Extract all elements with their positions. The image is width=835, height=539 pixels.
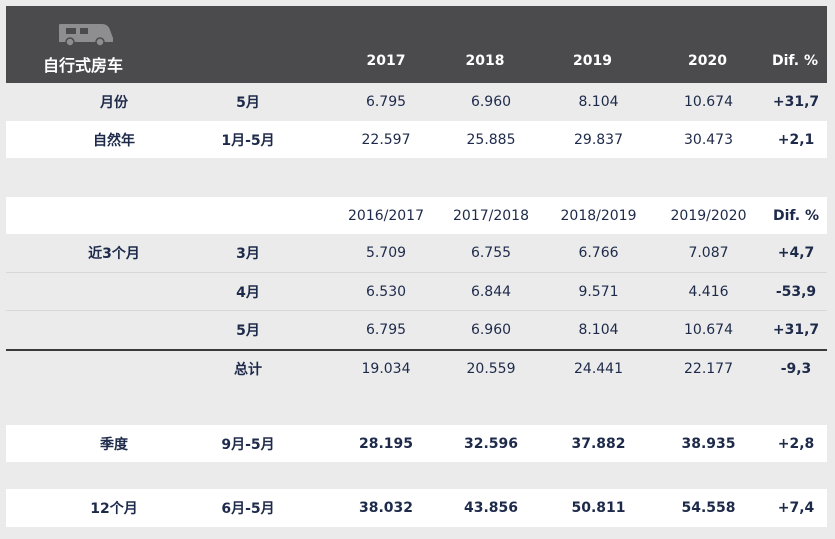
cell-value: 43.856 bbox=[463, 500, 519, 516]
column-header: 2017/2018 bbox=[453, 207, 529, 224]
total-row: 总计 19.034 20.559 24.441 22.177 -9,3 bbox=[6, 351, 827, 387]
cell-value: 10.674 bbox=[684, 94, 733, 110]
row-period: 5月 bbox=[236, 95, 260, 111]
cell-value: 8.104 bbox=[578, 94, 619, 110]
row-period: 4月 bbox=[236, 284, 260, 301]
cell-value: 38.032 bbox=[358, 500, 414, 516]
cell-dif: -9,3 bbox=[780, 361, 812, 377]
total-divider bbox=[6, 349, 827, 351]
row-label: 季度 bbox=[100, 436, 128, 453]
cell-value: 22.597 bbox=[361, 131, 411, 148]
cell-value: 24.441 bbox=[574, 361, 623, 377]
cell-value: 4.416 bbox=[688, 283, 729, 300]
column-header: 2019 bbox=[573, 53, 612, 69]
column-header: 2019/2020 bbox=[670, 207, 747, 224]
row-period: 6月-5月 bbox=[221, 501, 275, 517]
row-label: 近3个月 bbox=[88, 246, 140, 262]
cell-value: 5.709 bbox=[365, 245, 407, 261]
column-header: 2016/2017 bbox=[348, 207, 424, 224]
table-row: 近3个月 3月 5.709 6.755 6.766 7.087 +4,7 bbox=[6, 234, 827, 272]
column-header-dif: Dif. % bbox=[773, 207, 819, 224]
cell-value: 6.795 bbox=[365, 94, 407, 110]
cell-value: 6.530 bbox=[365, 283, 407, 300]
row-period: 9月-5月 bbox=[221, 436, 275, 453]
cell-dif: +2,8 bbox=[777, 435, 815, 452]
row-period: 总计 bbox=[234, 362, 262, 378]
cell-value: 6.960 bbox=[470, 94, 512, 110]
cell-value: 50.811 bbox=[571, 500, 626, 516]
cell-value: 7.087 bbox=[688, 245, 729, 261]
table-row: 5月 6.795 6.960 8.104 10.674 +31,7 bbox=[6, 311, 827, 349]
cell-dif: +2,1 bbox=[777, 131, 815, 148]
table-row: 自然年 1月-5月 22.597 25.885 29.837 30.473 +2… bbox=[6, 121, 827, 158]
cell-value: 19.034 bbox=[361, 361, 411, 377]
cell-value: 6.766 bbox=[578, 245, 619, 261]
table-row: 月份 5月 6.795 6.960 8.104 10.674 +31,7 bbox=[6, 83, 827, 121]
cell-value: 38.935 bbox=[681, 435, 736, 452]
cell-value: 6.755 bbox=[470, 245, 512, 261]
cell-value: 54.558 bbox=[681, 500, 736, 516]
row-separator bbox=[6, 310, 827, 311]
row-label: 自然年 bbox=[93, 132, 135, 149]
cell-dif: +4,7 bbox=[777, 245, 815, 261]
cell-value: 9.571 bbox=[578, 283, 619, 300]
cell-value: 6.844 bbox=[470, 283, 512, 300]
table-row: 季度 9月-5月 28.195 32.596 37.882 38.935 +2,… bbox=[6, 425, 827, 462]
row-separator bbox=[6, 272, 827, 273]
cell-value: 25.885 bbox=[466, 131, 516, 148]
season-header-row: 2016/2017 2017/2018 2018/2019 2019/2020 … bbox=[6, 197, 827, 234]
cell-value: 28.195 bbox=[358, 435, 414, 452]
cell-value: 30.473 bbox=[684, 131, 733, 148]
cell-value: 10.674 bbox=[684, 322, 733, 338]
cell-dif: +31,7 bbox=[772, 322, 820, 338]
row-period: 1月-5月 bbox=[221, 132, 275, 149]
camper-van-icon bbox=[59, 24, 113, 46]
category-title: 自行式房车 bbox=[43, 56, 124, 75]
cell-value: 37.882 bbox=[571, 435, 626, 452]
cell-dif: +7,4 bbox=[777, 500, 815, 516]
column-header: 2018 bbox=[465, 53, 505, 69]
cell-value: 32.596 bbox=[463, 435, 519, 452]
cell-value: 6.795 bbox=[365, 322, 407, 338]
column-header-dif: Dif. % bbox=[772, 53, 818, 69]
table-header bbox=[6, 6, 827, 83]
cell-value: 20.559 bbox=[466, 361, 516, 377]
cell-value: 22.177 bbox=[684, 361, 733, 377]
cell-value: 29.837 bbox=[574, 131, 623, 148]
row-period: 3月 bbox=[236, 246, 260, 262]
cell-dif: +31,7 bbox=[772, 94, 820, 110]
cell-dif: -53,9 bbox=[775, 283, 817, 300]
cell-value: 8.104 bbox=[578, 322, 619, 338]
row-label: 12个月 bbox=[90, 501, 138, 517]
column-header: 2017 bbox=[366, 53, 406, 69]
table-row: 4月 6.530 6.844 9.571 4.416 -53,9 bbox=[6, 273, 827, 310]
cell-value: 6.960 bbox=[470, 322, 512, 338]
column-header: 2018/2019 bbox=[560, 207, 637, 224]
table-row: 12个月 6月-5月 38.032 43.856 50.811 54.558 +… bbox=[6, 489, 827, 527]
row-label: 月份 bbox=[100, 95, 128, 111]
column-header: 2020 bbox=[688, 53, 727, 69]
row-period: 5月 bbox=[236, 323, 260, 339]
